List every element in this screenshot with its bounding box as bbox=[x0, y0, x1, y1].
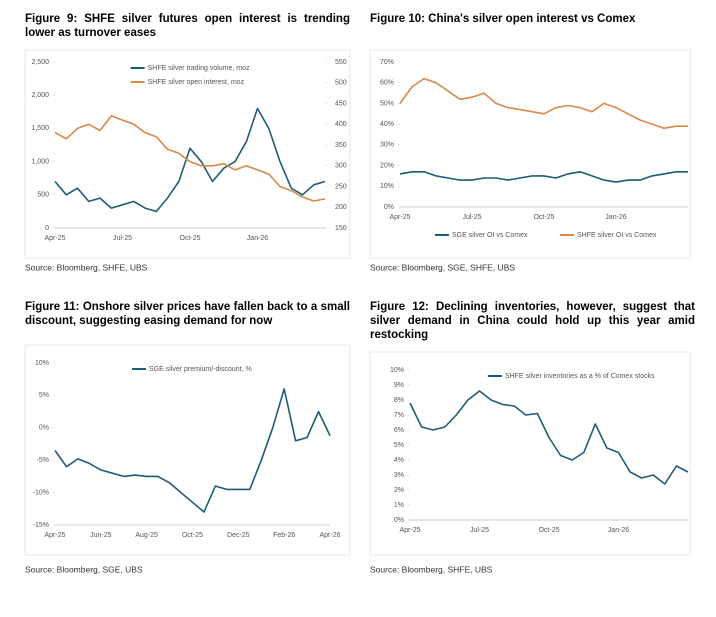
legend-label: SHFE silver OI vs Comex bbox=[577, 232, 657, 239]
figure-title: Figure 11: Onshore silver prices have fa… bbox=[25, 301, 350, 327]
y-tick-label: 0% bbox=[384, 204, 394, 211]
y-tick-label: 40% bbox=[380, 121, 394, 128]
y-tick-label: 0% bbox=[394, 517, 404, 524]
y-tick-label: 10% bbox=[380, 183, 394, 190]
x-tick-label: Jan-26 bbox=[605, 214, 627, 221]
y-tick-label: -5% bbox=[37, 457, 49, 464]
figure-title: Figure 12: Declining inventories, howeve… bbox=[370, 301, 695, 341]
y-tick-label: -10% bbox=[33, 489, 49, 496]
y2-tick-label: 300 bbox=[335, 163, 347, 170]
data-line bbox=[399, 77, 688, 130]
x-tick-label: Apr-26 bbox=[319, 532, 340, 539]
x-tick-label: Jul-25 bbox=[470, 527, 489, 534]
x-tick-label: Jul-25 bbox=[462, 214, 481, 221]
x-tick-label: Jan-26 bbox=[247, 235, 269, 242]
y2-tick-label: 200 bbox=[335, 204, 347, 211]
y2-tick-label: 500 bbox=[335, 80, 347, 87]
source-note: Source: Bloomberg, SGE, SHFE, UBS bbox=[370, 262, 515, 272]
source-note: Source: Bloomberg, SGE, UBS bbox=[25, 564, 143, 574]
figure-title: Figure 9: SHFE silver futures open inter… bbox=[25, 13, 350, 39]
y2-tick-label: 350 bbox=[335, 142, 347, 149]
legend-label: SHFE silver inventories as a % of Comex … bbox=[505, 373, 655, 380]
y2-tick-label: 550 bbox=[335, 59, 347, 66]
legend-label: SGE silver premium/-discount, % bbox=[149, 366, 252, 373]
y-tick-label: 2,000 bbox=[31, 92, 49, 99]
source-note: Source: Bloomberg, SHFE, UBS bbox=[25, 262, 148, 272]
y-tick-label: 6% bbox=[394, 427, 404, 434]
x-tick-label: Oct-25 bbox=[538, 527, 559, 534]
legend-label: SGE silver OI vs Comex bbox=[452, 232, 528, 239]
x-tick-label: Apr-25 bbox=[44, 532, 65, 539]
figure-title: Figure 10: China's silver open interest … bbox=[370, 13, 636, 25]
y-tick-label: 2% bbox=[394, 487, 404, 494]
y-tick-label: 4% bbox=[394, 457, 404, 464]
y-tick-label: 8% bbox=[394, 397, 404, 404]
y-tick-label: 10% bbox=[390, 367, 404, 374]
y-tick-label: 500 bbox=[37, 192, 49, 199]
y2-tick-label: 150 bbox=[335, 225, 347, 232]
y-tick-label: 5% bbox=[39, 392, 49, 399]
x-tick-label: Apr-25 bbox=[399, 527, 420, 534]
y-tick-label: 20% bbox=[380, 162, 394, 169]
legend-label: SHFE silver open interest, moz bbox=[148, 79, 245, 86]
source-note: Source: Bloomberg, SHFE, UBS bbox=[370, 564, 493, 574]
chart-panel bbox=[369, 49, 691, 259]
data-line bbox=[399, 171, 688, 183]
y-tick-label: 60% bbox=[380, 80, 394, 87]
x-tick-label: Feb-26 bbox=[273, 532, 295, 539]
y-tick-label: 10% bbox=[35, 360, 49, 367]
y-tick-label: 7% bbox=[394, 412, 404, 419]
x-tick-label: Oct-25 bbox=[179, 235, 200, 242]
x-tick-label: Apr-25 bbox=[44, 235, 65, 242]
x-tick-label: Oct-25 bbox=[533, 214, 554, 221]
x-tick-label: Jan-26 bbox=[608, 527, 630, 534]
y-tick-label: 2,500 bbox=[31, 59, 49, 66]
legend-label: SHFE silver trading volume, moz bbox=[148, 65, 250, 72]
y-tick-label: 5% bbox=[394, 442, 404, 449]
chart-panel bbox=[24, 344, 351, 556]
y-tick-label: 9% bbox=[394, 382, 404, 389]
y2-tick-label: 250 bbox=[335, 183, 347, 190]
data-line bbox=[54, 107, 326, 213]
y-tick-label: 70% bbox=[380, 59, 394, 66]
x-tick-label: Aug-25 bbox=[135, 532, 158, 539]
data-line bbox=[54, 115, 326, 202]
x-tick-label: Jul-25 bbox=[113, 235, 132, 242]
y-tick-label: 0% bbox=[39, 425, 49, 432]
y-tick-label: 50% bbox=[380, 100, 394, 107]
data-line bbox=[409, 390, 689, 485]
y-tick-label: 0 bbox=[45, 225, 49, 232]
y-tick-label: 3% bbox=[394, 472, 404, 479]
y-tick-label: 1,500 bbox=[31, 125, 49, 132]
y-tick-label: -15% bbox=[33, 522, 49, 529]
y2-tick-label: 450 bbox=[335, 100, 347, 107]
x-tick-label: Apr-25 bbox=[389, 214, 410, 221]
y-tick-label: 1,000 bbox=[31, 158, 49, 165]
x-tick-label: Oct-25 bbox=[182, 532, 203, 539]
y2-tick-label: 400 bbox=[335, 121, 347, 128]
y-tick-label: 30% bbox=[380, 142, 394, 149]
chart-panel bbox=[369, 351, 691, 556]
x-tick-label: Dec-25 bbox=[227, 532, 250, 539]
chart-panel bbox=[24, 49, 351, 259]
x-tick-label: Jun-25 bbox=[90, 532, 112, 539]
y-tick-label: 1% bbox=[394, 502, 404, 509]
data-line bbox=[54, 388, 331, 513]
